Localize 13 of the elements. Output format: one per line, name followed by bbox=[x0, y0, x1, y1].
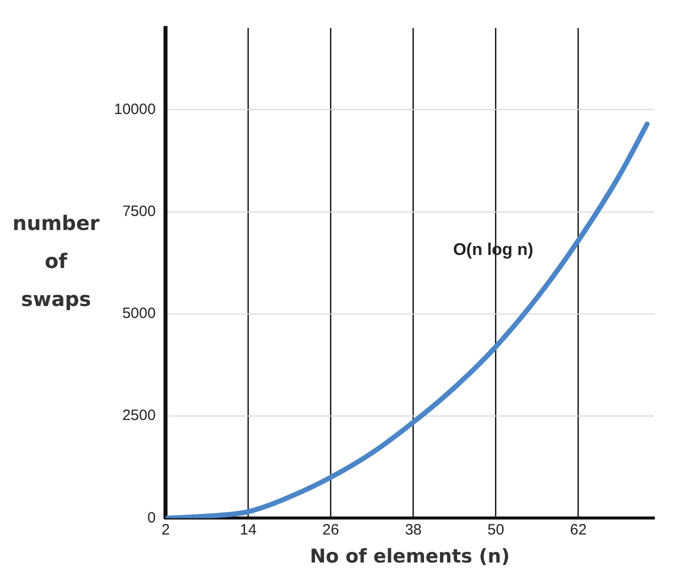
y-tick-label: 10000 bbox=[114, 100, 156, 118]
x-tick-label: 26 bbox=[322, 521, 340, 538]
x-tick-label: 38 bbox=[404, 521, 422, 538]
x-tick-label: 14 bbox=[240, 521, 257, 538]
x-axis-title: No of elements (n) bbox=[310, 546, 510, 568]
y-axis-title: number of swaps bbox=[11, 210, 101, 312]
x-tick-label: 62 bbox=[570, 521, 587, 538]
y-tick-label: 0 bbox=[147, 509, 156, 526]
x-tick-label: 2 bbox=[162, 521, 170, 538]
y-tick-label: 5000 bbox=[122, 305, 156, 322]
y-tick-label: 7500 bbox=[122, 202, 156, 220]
x-tick-label: 50 bbox=[487, 521, 504, 538]
y-tick-label: 2500 bbox=[122, 407, 156, 424]
